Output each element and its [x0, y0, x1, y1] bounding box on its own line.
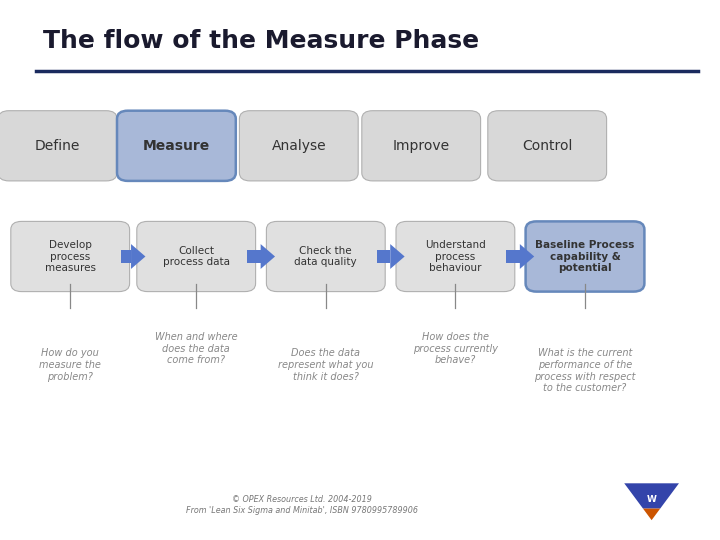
Polygon shape	[261, 244, 275, 269]
Text: Understand
process
behaviour: Understand process behaviour	[425, 240, 486, 273]
Text: W: W	[647, 495, 657, 504]
FancyBboxPatch shape	[396, 221, 515, 292]
Polygon shape	[247, 249, 261, 264]
Text: Improve: Improve	[392, 139, 450, 153]
Text: Develop
process
measures: Develop process measures	[45, 240, 96, 273]
FancyBboxPatch shape	[361, 111, 481, 181]
Polygon shape	[121, 249, 131, 264]
Polygon shape	[624, 483, 679, 509]
FancyBboxPatch shape	[526, 221, 644, 292]
Text: Analyse: Analyse	[271, 139, 326, 153]
Text: How does the
process currently
behave?: How does the process currently behave?	[413, 332, 498, 365]
Polygon shape	[520, 244, 534, 269]
Polygon shape	[377, 249, 390, 264]
Text: When and where
does the data
come from?: When and where does the data come from?	[155, 332, 238, 365]
Polygon shape	[390, 244, 405, 269]
FancyBboxPatch shape	[11, 221, 130, 292]
Polygon shape	[131, 244, 145, 269]
FancyBboxPatch shape	[0, 111, 117, 181]
Text: © OPEX Resources Ltd. 2004-2019
From 'Lean Six Sigma and Minitab', ISBN 97809957: © OPEX Resources Ltd. 2004-2019 From 'Le…	[186, 495, 418, 515]
Text: Check the
data quality: Check the data quality	[294, 246, 357, 267]
Text: What is the current
performance of the
process with respect
to the customer?: What is the current performance of the p…	[534, 348, 636, 393]
FancyBboxPatch shape	[137, 221, 256, 292]
FancyBboxPatch shape	[488, 111, 606, 181]
Text: Baseline Process
capability &
potential: Baseline Process capability & potential	[535, 240, 635, 273]
Text: The flow of the Measure Phase: The flow of the Measure Phase	[43, 29, 480, 52]
Polygon shape	[506, 249, 520, 264]
Text: Collect
process data: Collect process data	[163, 246, 230, 267]
Text: Does the data
represent what you
think it does?: Does the data represent what you think i…	[278, 348, 374, 381]
Polygon shape	[643, 509, 660, 520]
Text: How do you
measure the
problem?: How do you measure the problem?	[40, 348, 101, 381]
FancyBboxPatch shape	[239, 111, 358, 181]
Text: Measure: Measure	[143, 139, 210, 153]
FancyBboxPatch shape	[266, 221, 385, 292]
Text: Control: Control	[522, 139, 572, 153]
FancyBboxPatch shape	[117, 111, 236, 181]
Text: Define: Define	[35, 139, 81, 153]
